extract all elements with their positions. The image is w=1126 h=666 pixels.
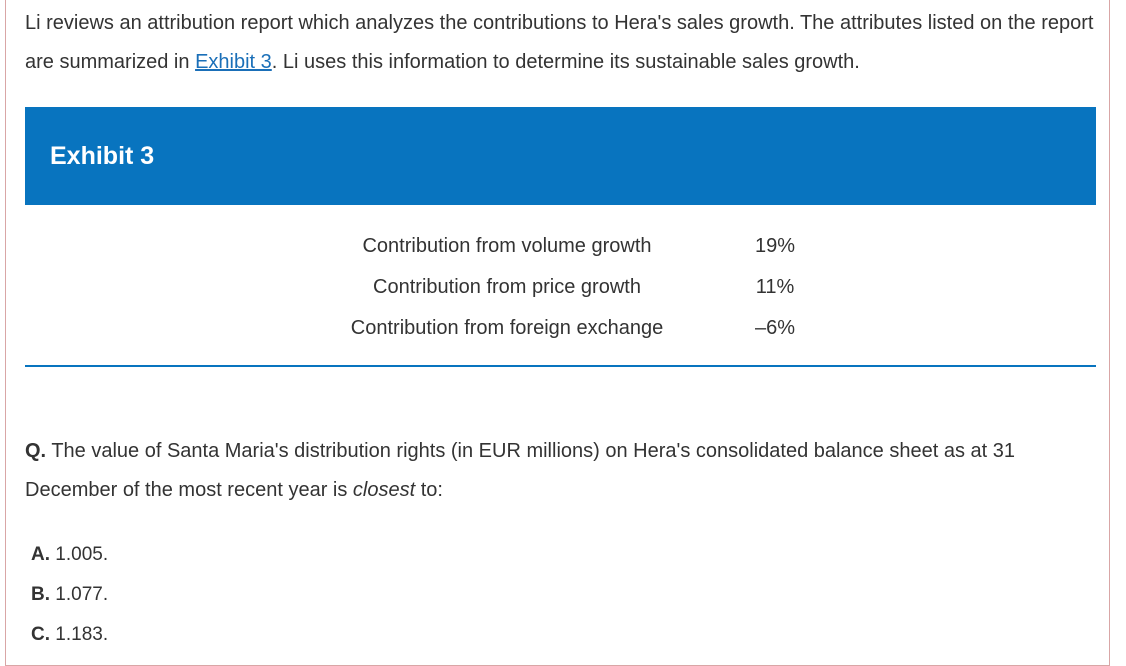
exhibit-row-label: Contribution from volume growth <box>362 235 652 257</box>
option-letter: B. <box>31 584 50 605</box>
exhibit-row-volume: Contribution from volume growth 19% <box>25 226 1096 267</box>
exhibit-row-label: Contribution from foreign exchange <box>350 317 664 339</box>
exhibit-header: Exhibit 3 <box>25 107 1096 205</box>
question-end: to: <box>415 479 443 501</box>
option-text: 1.183. <box>50 624 109 645</box>
question-emphasis: closest <box>352 479 416 501</box>
intro-paragraph: Li reviews an attribution report which a… <box>25 4 1100 82</box>
exhibit-row-label: Contribution from price growth <box>373 276 641 298</box>
option-text: 1.005. <box>50 544 109 565</box>
option-text: 1.077. <box>50 584 109 605</box>
option-b[interactable]: B. 1.077. <box>31 575 108 615</box>
option-letter: C. <box>31 624 50 645</box>
option-letter: A. <box>31 544 50 565</box>
exhibit-bottom-rule <box>25 365 1096 367</box>
exhibit-3-link[interactable]: Exhibit 3 <box>195 51 272 73</box>
question-prefix: Q. <box>25 440 47 462</box>
intro-text-end: . Li uses this information to determine … <box>271 51 860 73</box>
option-a[interactable]: A. 1.005. <box>31 535 108 575</box>
exhibit-title: Exhibit 3 <box>50 141 155 170</box>
question-body: The value of Santa Maria's distribution … <box>25 440 1016 501</box>
intro-text-start: Li reviews an attribution report which a… <box>25 12 1094 73</box>
question-text: Q. The value of Santa Maria's distributi… <box>25 432 1103 510</box>
exhibit-row-price: Contribution from price growth 11% <box>25 267 1096 308</box>
exhibit-row-fx: Contribution from foreign exchange –6% <box>25 308 1096 349</box>
answer-options: A. 1.005. B. 1.077. C. 1.183. <box>31 535 108 655</box>
option-c[interactable]: C. 1.183. <box>31 615 108 655</box>
exhibit-row-value: –6% <box>754 317 796 339</box>
exhibit-row-value: 19% <box>754 235 796 257</box>
exhibit-row-value: 11% <box>755 276 795 298</box>
